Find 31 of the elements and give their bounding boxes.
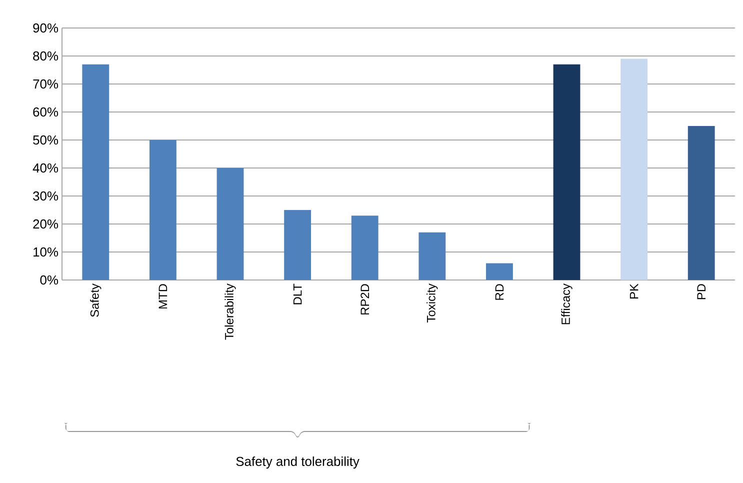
y-tick-label: 10% [34,247,58,257]
bar [284,210,312,280]
bar [620,58,648,280]
bar [418,232,446,280]
bar [688,126,715,280]
y-tick-label: 60% [33,107,58,117]
x-tick-label: Safety [90,284,102,317]
x-tick-label: Toxicity [426,284,438,322]
y-tick-label: 90% [33,23,58,33]
bar [553,64,580,280]
x-tick-label: PK [630,284,638,298]
y-tick-label: 80% [33,51,58,61]
bar [351,216,378,280]
text: Safety and tolerability [236,456,360,469]
bar [82,64,110,280]
x-tick-label: RD [495,284,504,300]
bar [149,140,176,280]
x-tick-label: RP2D [360,284,370,314]
x-tick-label: PD [697,284,706,300]
y-tick-label: 50% [33,135,58,145]
x-tick-label: DLT [293,284,302,304]
bar [486,263,513,280]
y-tick-label: 40% [32,163,58,173]
y-tick-label: 20% [33,219,58,229]
y-tick-label: 30% [33,191,58,201]
x-tick-label: Tolerability [224,284,236,340]
bar [216,168,244,280]
y-tick-label: 0% [40,275,58,285]
x-tick-label: MTD [158,284,168,308]
y-tick-label: 70% [33,79,58,89]
x-tick-label: Efficacy [561,284,572,324]
